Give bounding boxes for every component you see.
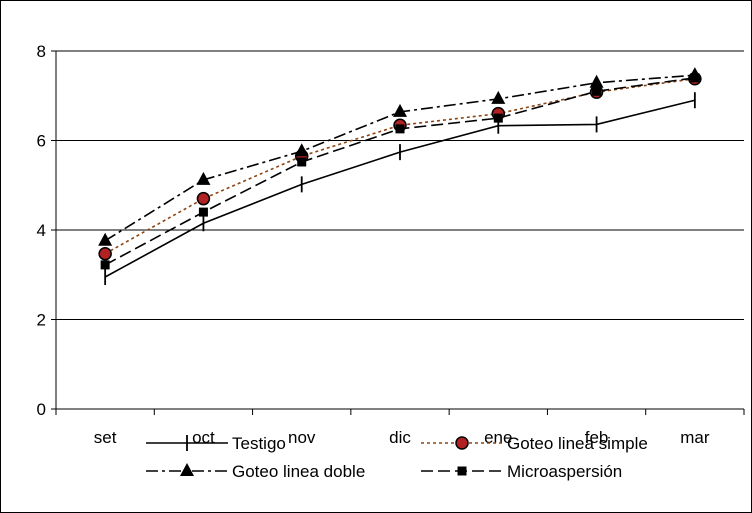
legend-marker-2 (455, 436, 469, 450)
data-point-series-4 (493, 113, 503, 123)
x-tick-label: ene (484, 428, 512, 447)
x-tick-label: mar (680, 428, 710, 447)
data-point-series-3 (589, 74, 604, 88)
legend-label-1: Testigo (232, 434, 286, 453)
data-point-series-3 (393, 103, 407, 117)
data-point-series-4 (395, 124, 405, 134)
data-point-series-3 (294, 143, 309, 157)
legend-marker-4 (457, 466, 467, 476)
y-tick-label: 6 (37, 132, 46, 151)
legend-label-3: Goteo linea doble (232, 462, 365, 481)
legend-label-4: Microaspersión (507, 462, 622, 481)
data-point-series-3 (491, 90, 506, 104)
data-point-series-3 (98, 232, 113, 246)
data-point-series-2 (98, 246, 112, 261)
y-tick-label: 8 (37, 42, 46, 61)
y-tick-label: 4 (37, 221, 46, 240)
data-point-series-4 (592, 86, 602, 96)
x-tick-label: nov (288, 428, 316, 447)
data-point-series-4 (198, 207, 208, 217)
data-point-series-3 (196, 171, 211, 185)
x-tick-label: oct (192, 428, 215, 447)
data-point-series-2 (196, 191, 211, 206)
y-tick-label: 2 (37, 311, 46, 330)
legend-label-2: Goteo linea simple (507, 434, 648, 453)
data-point-series-4 (690, 73, 700, 83)
y-tick-label: 0 (37, 400, 46, 419)
x-tick-label: feb (585, 428, 609, 447)
x-tick-label: set (94, 428, 117, 447)
legend-marker-3 (180, 463, 194, 476)
x-tick-label: dic (389, 428, 411, 447)
data-point-series-4 (297, 157, 307, 167)
data-point-series-4 (100, 260, 110, 270)
